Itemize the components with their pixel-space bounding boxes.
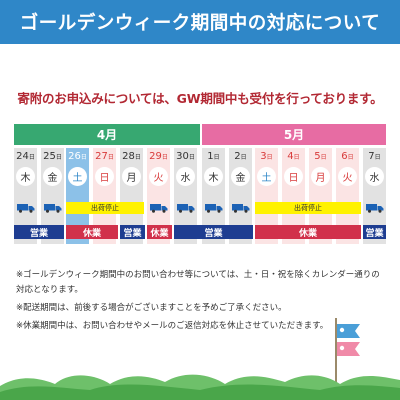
truck-icon <box>44 204 62 213</box>
calendar-day: 7日水 <box>363 148 386 244</box>
calendar-day: 1日木 <box>202 148 225 244</box>
day-date: 30日 <box>176 151 195 162</box>
day-of-week: 金 <box>231 167 250 186</box>
ship-stop-band-may: 出荷停止 <box>255 202 361 214</box>
day-of-week: 日 <box>284 167 303 186</box>
truck-icon <box>232 204 250 213</box>
truck-icon <box>366 204 384 213</box>
grass-decoration <box>0 374 400 400</box>
ship-stop-band-april: 出荷停止 <box>66 202 144 214</box>
day-date: 25日 <box>43 151 62 162</box>
calendar-day: 25日金 <box>41 148 64 244</box>
gw-calendar: 4月 5月 24日木 25日金 26日土 27日日 28日月 29日火 30日水 1日木 2日金… <box>14 124 386 248</box>
day-of-week: 木 <box>16 167 35 186</box>
day-of-week: 木 <box>204 167 223 186</box>
day-date: 28日 <box>122 151 141 162</box>
day-date: 3日 <box>260 151 273 162</box>
page-title: ゴールデンウィーク期間中の対応について <box>0 0 400 44</box>
calendar-day: 24日木 <box>14 148 37 244</box>
note-delivery: ※配送期間は、前後する場合がございますことを予めご了承ください。 <box>16 303 287 313</box>
day-date: 2日 <box>234 151 247 162</box>
day-of-week: 金 <box>43 167 62 186</box>
day-of-week: 土 <box>257 167 276 186</box>
day-date: 5日 <box>314 151 327 162</box>
notes: ※ゴールデンウィーク期間中のお問い合わせ等については、土・日・祝を除くカレンダー… <box>16 268 386 334</box>
note-inquiry: ※ゴールデンウィーク期間中のお問い合わせ等については、土・日・祝を除くカレンダー… <box>16 270 380 295</box>
open-band-2: 営業 <box>120 225 145 239</box>
calendar-day: 26日土 <box>66 148 89 244</box>
calendar-day: 3日土 <box>255 148 278 244</box>
truck-icon <box>205 204 223 213</box>
day-date: 7日 <box>368 151 381 162</box>
day-of-week: 月 <box>122 167 141 186</box>
day-of-week: 日 <box>95 167 114 186</box>
truck-icon <box>17 204 35 213</box>
day-of-week: 土 <box>68 167 87 186</box>
open-band-4: 営業 <box>363 225 386 239</box>
closed-band-2: 休業 <box>147 225 172 239</box>
closed-band-3: 休業 <box>255 225 361 239</box>
day-date: 29日 <box>149 151 168 162</box>
calendar-day: 6日火 <box>336 148 359 244</box>
month-may: 5月 <box>202 124 386 145</box>
day-date: 26日 <box>68 151 87 162</box>
open-band-1: 営業 <box>14 225 64 239</box>
calendar-day: 27日日 <box>93 148 116 244</box>
calendar-day: 30日水 <box>174 148 197 244</box>
open-band-3: 営業 <box>174 225 253 239</box>
truck-icon <box>177 204 195 213</box>
day-date: 4日 <box>287 151 300 162</box>
closed-band-1: 休業 <box>66 225 118 239</box>
day-date: 27日 <box>95 151 114 162</box>
day-date: 24日 <box>16 151 35 162</box>
day-date: 1日 <box>207 151 220 162</box>
calendar-day: 29日火 <box>147 148 170 244</box>
note-closed: ※休業期間中は、お問い合わせやメールのご返信対応を休止させていただきます。 <box>16 321 329 331</box>
day-of-week: 月 <box>311 167 330 186</box>
month-april: 4月 <box>14 124 200 145</box>
calendar-day: 2日金 <box>229 148 252 244</box>
subtitle: 寄附のお申込みについては、GW期間中も受付を行っております。 <box>17 91 383 106</box>
day-of-week: 水 <box>365 167 384 186</box>
truck-icon <box>150 204 168 213</box>
calendar-day: 5日月 <box>309 148 332 244</box>
day-of-week: 水 <box>176 167 195 186</box>
day-date: 6日 <box>341 151 354 162</box>
day-of-week: 火 <box>338 167 357 186</box>
calendar-day: 4日日 <box>282 148 305 244</box>
day-of-week: 火 <box>149 167 168 186</box>
